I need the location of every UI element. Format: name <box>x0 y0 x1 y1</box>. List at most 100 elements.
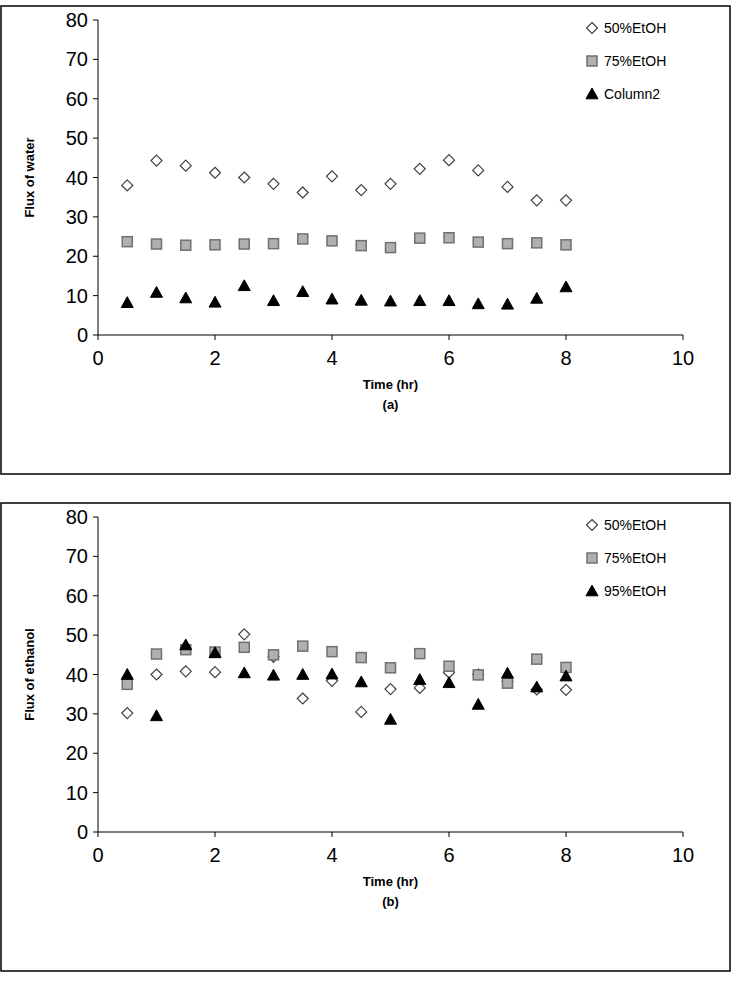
point <box>414 163 425 174</box>
point <box>502 298 514 309</box>
point <box>561 195 572 206</box>
point <box>209 296 221 307</box>
point <box>298 234 308 244</box>
x-tick-label: 8 <box>560 844 571 866</box>
x-tick <box>449 335 450 340</box>
point <box>443 677 455 688</box>
y-tick <box>93 256 98 257</box>
marks <box>121 155 572 309</box>
x-tick-label: 6 <box>443 844 454 866</box>
point <box>560 281 572 292</box>
legend-marker <box>587 23 598 34</box>
point <box>181 240 191 250</box>
y-tick-label: 60 <box>66 88 88 110</box>
point <box>151 710 163 721</box>
point <box>326 668 338 679</box>
x-tick <box>332 335 333 340</box>
x-axis <box>98 832 683 833</box>
y-tick-label: 20 <box>66 245 88 267</box>
point <box>122 180 133 191</box>
y-tick <box>93 177 98 178</box>
point <box>152 649 162 659</box>
x-tick <box>683 335 684 340</box>
point <box>386 663 396 673</box>
x-axis-title: Time (hr) <box>363 377 418 392</box>
point <box>327 236 337 246</box>
point <box>239 172 250 183</box>
point <box>238 667 250 678</box>
point <box>531 292 543 303</box>
point <box>473 669 484 680</box>
point <box>209 647 221 658</box>
y-tick <box>93 59 98 60</box>
point <box>180 160 191 171</box>
y-tick <box>93 20 98 21</box>
y-tick <box>93 295 98 296</box>
point <box>180 666 191 677</box>
point <box>122 708 133 719</box>
y-tick-label: 30 <box>66 206 88 228</box>
y-tick <box>93 556 98 557</box>
point <box>210 667 221 678</box>
y-tick <box>93 713 98 714</box>
y-tick-label: 80 <box>66 506 88 528</box>
point <box>415 649 425 659</box>
point <box>386 243 396 253</box>
point <box>297 669 309 680</box>
point <box>355 294 367 305</box>
legend: 50%EtOH75%EtOH95%EtOH <box>586 517 666 599</box>
panel: 010203040506070800246810Time (hr)(a)Flux… <box>1 6 730 474</box>
y-tick-label: 0 <box>77 821 88 843</box>
point <box>239 642 249 652</box>
panel-caption: (b) <box>382 894 399 909</box>
legend-label: 75%EtOH <box>604 53 666 69</box>
y-tick-label: 80 <box>66 9 88 31</box>
y-tick <box>93 674 98 675</box>
x-tick <box>683 832 684 837</box>
y-tick <box>93 335 98 336</box>
x-tick-label: 4 <box>326 347 337 369</box>
y-tick-label: 40 <box>66 167 88 189</box>
point <box>502 667 514 678</box>
y-tick <box>93 595 98 596</box>
y-tick-label: 60 <box>66 585 88 607</box>
point <box>151 669 162 680</box>
point <box>473 670 483 680</box>
point <box>472 298 484 309</box>
point <box>238 280 250 291</box>
y-tick <box>93 98 98 99</box>
point <box>560 670 572 681</box>
y-tick-label: 10 <box>66 285 88 307</box>
point <box>210 647 220 657</box>
point <box>298 641 308 651</box>
point <box>268 669 280 680</box>
point <box>561 240 571 250</box>
point <box>239 629 250 640</box>
y-tick <box>93 832 98 833</box>
point <box>356 241 366 251</box>
point <box>532 654 542 664</box>
panel-frame <box>1 503 730 971</box>
y-tick <box>93 216 98 217</box>
panel-frame <box>1 6 730 474</box>
legend-label: Column2 <box>604 86 660 102</box>
point <box>414 674 426 685</box>
point <box>151 155 162 166</box>
point <box>532 238 542 248</box>
point <box>385 713 397 724</box>
x-tick-label: 4 <box>326 844 337 866</box>
x-tick <box>566 335 567 340</box>
x-axis <box>98 335 683 336</box>
y-tick-label: 10 <box>66 782 88 804</box>
point <box>531 195 542 206</box>
x-tick <box>215 832 216 837</box>
legend-label: 50%EtOH <box>604 20 666 36</box>
point <box>472 698 484 709</box>
point <box>356 653 366 663</box>
point <box>297 187 308 198</box>
point <box>269 239 279 249</box>
point <box>122 679 132 689</box>
y-tick-label: 70 <box>66 48 88 70</box>
legend: 50%EtOH 75%EtOH Column2 <box>586 20 666 102</box>
point <box>269 650 279 660</box>
